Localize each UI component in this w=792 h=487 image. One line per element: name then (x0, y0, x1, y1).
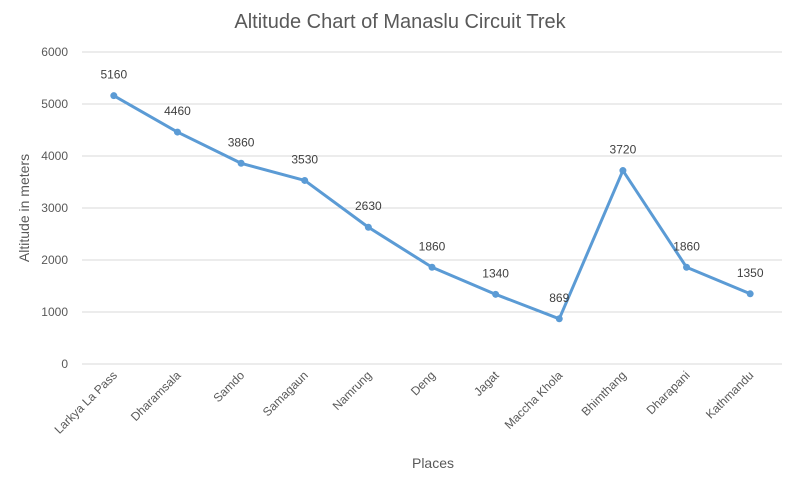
chart-title: Altitude Chart of Manaslu Circuit Trek (234, 11, 566, 33)
data-label: 4460 (164, 104, 191, 118)
y-tick-label: 1000 (41, 305, 68, 319)
y-tick-label: 0 (61, 357, 68, 371)
x-tick-label: Namrung (330, 368, 375, 413)
data-point (555, 315, 563, 323)
data-label: 3530 (291, 152, 318, 166)
x-axis-label: Places (412, 455, 454, 471)
data-label: 2630 (355, 199, 382, 213)
data-point (428, 263, 436, 271)
data-label: 1340 (482, 266, 509, 280)
x-tick-label: Samagaun (260, 368, 311, 419)
x-tick-label: Dharamsala (128, 368, 184, 424)
data-point (619, 167, 627, 175)
data-label: 3720 (610, 143, 637, 157)
x-tick-label: Bhimthang (579, 368, 629, 418)
data-label: 1860 (419, 239, 446, 253)
data-label: 869 (549, 291, 569, 305)
x-tick-label: Kathmandu (703, 368, 756, 421)
y-tick-label: 5000 (41, 97, 68, 111)
x-tick-label: Dharapani (644, 368, 693, 417)
data-point (110, 92, 118, 100)
data-point (492, 290, 500, 298)
data-point (237, 159, 245, 167)
data-label: 3860 (228, 135, 255, 149)
data-label: 5160 (100, 68, 127, 82)
y-tick-label: 2000 (41, 253, 68, 267)
y-axis-label: Altitude in meters (16, 154, 32, 262)
data-point (301, 176, 309, 184)
series-line (113, 94, 751, 321)
y-tick-label: 4000 (41, 149, 68, 163)
y-tick-label: 3000 (41, 201, 68, 215)
x-tick-label: Deng (408, 368, 438, 398)
data-point (364, 223, 372, 231)
y-tick-label: 6000 (41, 45, 68, 59)
data-point (746, 290, 754, 298)
data-label: 1860 (673, 239, 700, 253)
data-point (683, 263, 691, 271)
data-point (173, 128, 181, 136)
data-label: 1350 (737, 266, 764, 280)
x-tick-label: Maccha Khola (502, 368, 566, 432)
x-tick-label: Larkya La Pass (52, 368, 120, 436)
x-tick-label: Samdo (210, 368, 247, 405)
x-tick-label: Jagat (471, 368, 502, 399)
